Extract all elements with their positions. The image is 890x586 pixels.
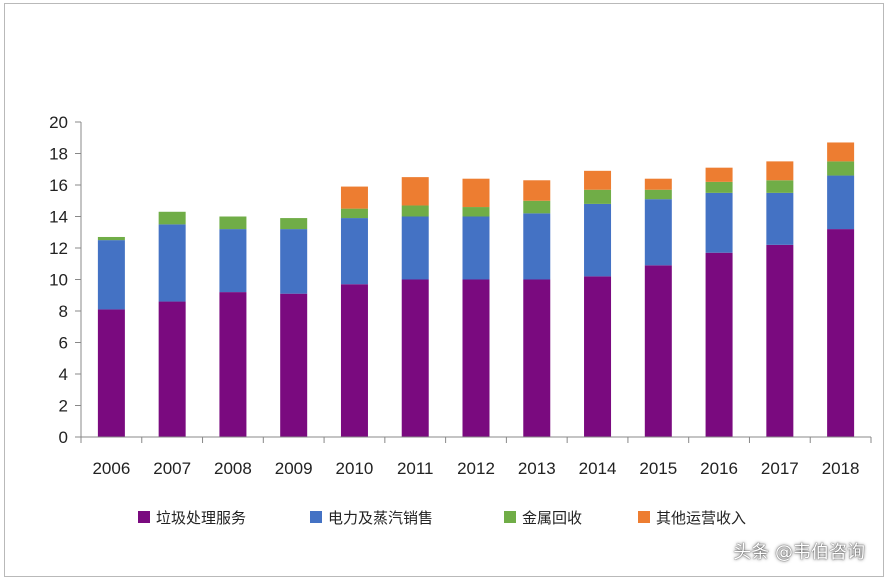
bar-segment-4 <box>401 177 429 206</box>
y-tick-label: 12 <box>49 239 68 258</box>
x-tick-label: 2013 <box>518 459 556 478</box>
bar-segment-2 <box>280 229 308 294</box>
bar-segment-2 <box>584 203 612 277</box>
x-tick-label: 2011 <box>397 459 434 478</box>
legend-label: 其他运营收入 <box>656 509 746 527</box>
chart-frame: 0 2 4 6 8 10 12 14 16 18 20 2006 2007 2008 2009 2010 20… <box>4 3 884 577</box>
bar-segment-4 <box>340 186 368 209</box>
x-tick-label: 2008 <box>214 459 252 478</box>
y-tick-label: 6 <box>59 334 68 353</box>
bar-segment-1 <box>280 293 308 437</box>
x-tick-label: 2007 <box>153 459 191 478</box>
bar-segment-1 <box>827 229 855 437</box>
y-tick-label: 8 <box>59 302 68 321</box>
bar-segment-3 <box>827 161 855 176</box>
y-tick-label: 10 <box>49 271 68 290</box>
bar-segment-4 <box>462 178 490 208</box>
bar-segment-3 <box>523 200 551 214</box>
x-axis: 2006 2007 2008 2009 2010 2011 2012 2013 2014 2015… <box>80 436 872 478</box>
bar-segment-2 <box>462 216 490 280</box>
legend-label: 垃圾处理服务 <box>156 509 246 527</box>
bar-segment-4 <box>705 167 733 182</box>
bar-segment-4 <box>766 161 794 181</box>
bar-segment-1 <box>644 265 672 437</box>
x-tick-label: 2018 <box>822 459 860 478</box>
bar-segment-3 <box>705 181 733 193</box>
x-tick-label: 2012 <box>457 459 495 478</box>
bar-segment-1 <box>462 279 490 437</box>
bar-segment-3 <box>584 189 612 204</box>
bar-segment-4 <box>584 170 612 190</box>
x-tick-label: 2016 <box>700 459 738 478</box>
y-axis: 0 2 4 6 8 10 12 14 16 18 20 <box>49 113 82 447</box>
x-tick-label: 2006 <box>92 459 130 478</box>
bar-segment-1 <box>97 309 125 437</box>
bar-segment-1 <box>766 244 794 437</box>
bar-segment-2 <box>644 199 672 266</box>
bar-segment-2 <box>97 240 125 310</box>
bar-segment-2 <box>340 218 368 285</box>
legend-swatch <box>310 511 322 523</box>
bar-segment-3 <box>158 211 186 225</box>
bar-segment-1 <box>523 279 551 437</box>
x-tick-label: 2009 <box>275 459 313 478</box>
bar-segment-1 <box>584 276 612 437</box>
bar-segment-2 <box>827 175 855 230</box>
bar-segment-3 <box>280 218 308 230</box>
bar-segment-4 <box>827 142 855 162</box>
bar-segment-3 <box>219 216 247 230</box>
bar-segment-2 <box>158 224 186 302</box>
bar-segment-3 <box>97 236 125 241</box>
bar-segment-3 <box>462 207 490 217</box>
y-tick-label: 14 <box>49 208 68 227</box>
x-tick-label: 2015 <box>639 459 677 478</box>
bar-segment-4 <box>644 178 672 190</box>
x-tick-label: 2010 <box>336 459 374 478</box>
legend-swatch <box>638 511 650 523</box>
bar-segment-3 <box>401 205 429 217</box>
legend: 垃圾处理服务 电力及蒸汽销售 金属回收 其他运营收入 <box>138 509 746 527</box>
bar-segment-1 <box>340 284 368 437</box>
bar-segment-1 <box>219 292 247 437</box>
y-tick-label: 2 <box>59 397 68 416</box>
y-tick-label: 4 <box>59 365 68 384</box>
bar-segment-1 <box>705 252 733 437</box>
y-tick-label: 20 <box>49 113 68 132</box>
x-tick-label: 2014 <box>579 459 617 478</box>
bar-segment-3 <box>766 180 794 193</box>
bar-segment-2 <box>401 216 429 280</box>
watermark: 头条 @韦伯咨询 <box>733 542 865 563</box>
bar-segment-3 <box>340 208 368 219</box>
legend-label: 金属回收 <box>522 509 582 527</box>
y-tick-label: 18 <box>49 145 68 164</box>
bar-segment-2 <box>219 229 247 293</box>
bar-group <box>97 142 855 437</box>
bar-segment-2 <box>705 192 733 253</box>
bar-segment-1 <box>158 301 186 437</box>
x-tick-label: 2017 <box>761 459 799 478</box>
y-tick-label: 0 <box>59 428 68 447</box>
bar-segment-2 <box>766 192 794 245</box>
y-tick-label: 16 <box>49 176 68 195</box>
bar-segment-3 <box>644 189 672 200</box>
bar-segment-2 <box>523 213 551 280</box>
bar-segment-4 <box>523 180 551 201</box>
legend-label: 电力及蒸汽销售 <box>328 509 433 527</box>
legend-swatch <box>138 511 150 523</box>
legend-swatch <box>504 511 516 523</box>
bar-segment-1 <box>401 279 429 437</box>
